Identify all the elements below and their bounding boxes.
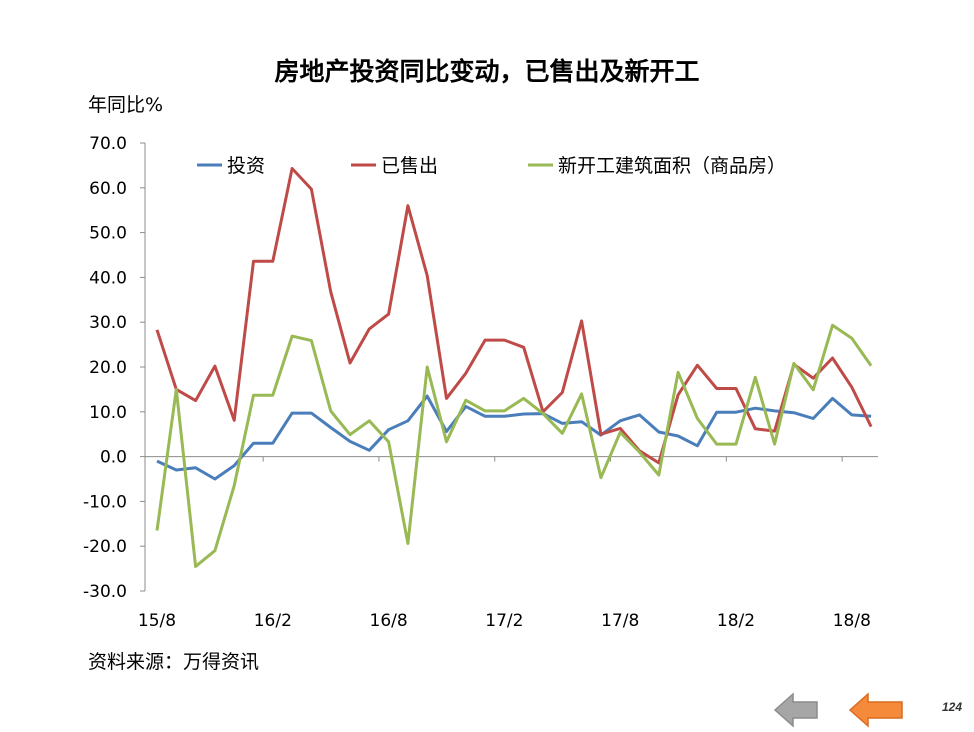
x-tick-label: 15/8 [138, 611, 176, 631]
legend-label: 已售出 [381, 155, 438, 177]
next-slide-button[interactable] [848, 692, 904, 732]
y-tick-label: 40.0 [89, 268, 127, 288]
source-note: 资料来源：万得资讯 [88, 651, 260, 673]
y-tick-label: 10.0 [89, 403, 127, 423]
x-tick-label: 17/2 [485, 611, 523, 631]
page-number: 124 [941, 700, 962, 714]
y-tick-label: 0.0 [100, 448, 127, 468]
y-tick-label: -10.0 [83, 492, 127, 512]
y-tick-label: 20.0 [89, 358, 127, 378]
y-tick-label: 60.0 [89, 179, 127, 199]
chart-title: 房地产投资同比变动，已售出及新开工 [274, 57, 700, 86]
x-tick-label: 17/8 [601, 611, 639, 631]
series-line-2 [155, 167, 873, 465]
x-tick-label: 18/2 [717, 611, 755, 631]
y-tick-label: -20.0 [83, 537, 127, 557]
y-tick-label: 30.0 [89, 313, 127, 333]
x-tick-label: 16/8 [370, 611, 408, 631]
x-tick-label: 16/2 [254, 611, 292, 631]
previous-slide-button[interactable] [773, 692, 819, 732]
legend-label: 新开工建筑面积（商品房） [558, 155, 786, 177]
series-line-1 [156, 394, 872, 481]
y-tick-label: -30.0 [83, 582, 127, 602]
arrow-left-icon [773, 692, 818, 728]
legend-label: 投资 [227, 155, 265, 177]
series-line-3 [155, 323, 873, 568]
y-tick-label: 70.0 [89, 134, 127, 154]
y-tick-label: 50.0 [89, 224, 127, 244]
arrow-left-icon [848, 692, 903, 728]
x-tick-label: 18/8 [833, 611, 871, 631]
y-axis-unit-label: 年同比% [88, 94, 164, 116]
